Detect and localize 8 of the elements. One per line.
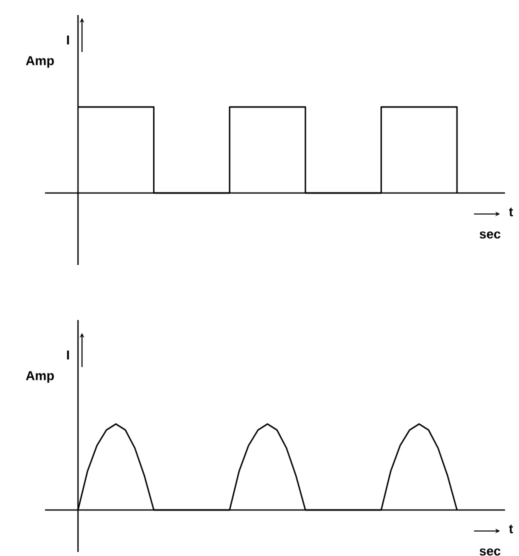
x-axis-title: t [509, 524, 513, 534]
text: sec [480, 548, 500, 556]
y-axis-title: I [67, 350, 69, 360]
text: Amp [26, 371, 54, 383]
text: Amp [26, 56, 54, 68]
y-axis-title: I [67, 36, 69, 44]
text: sec [480, 231, 500, 239]
x-axis-title: t [509, 208, 513, 216]
